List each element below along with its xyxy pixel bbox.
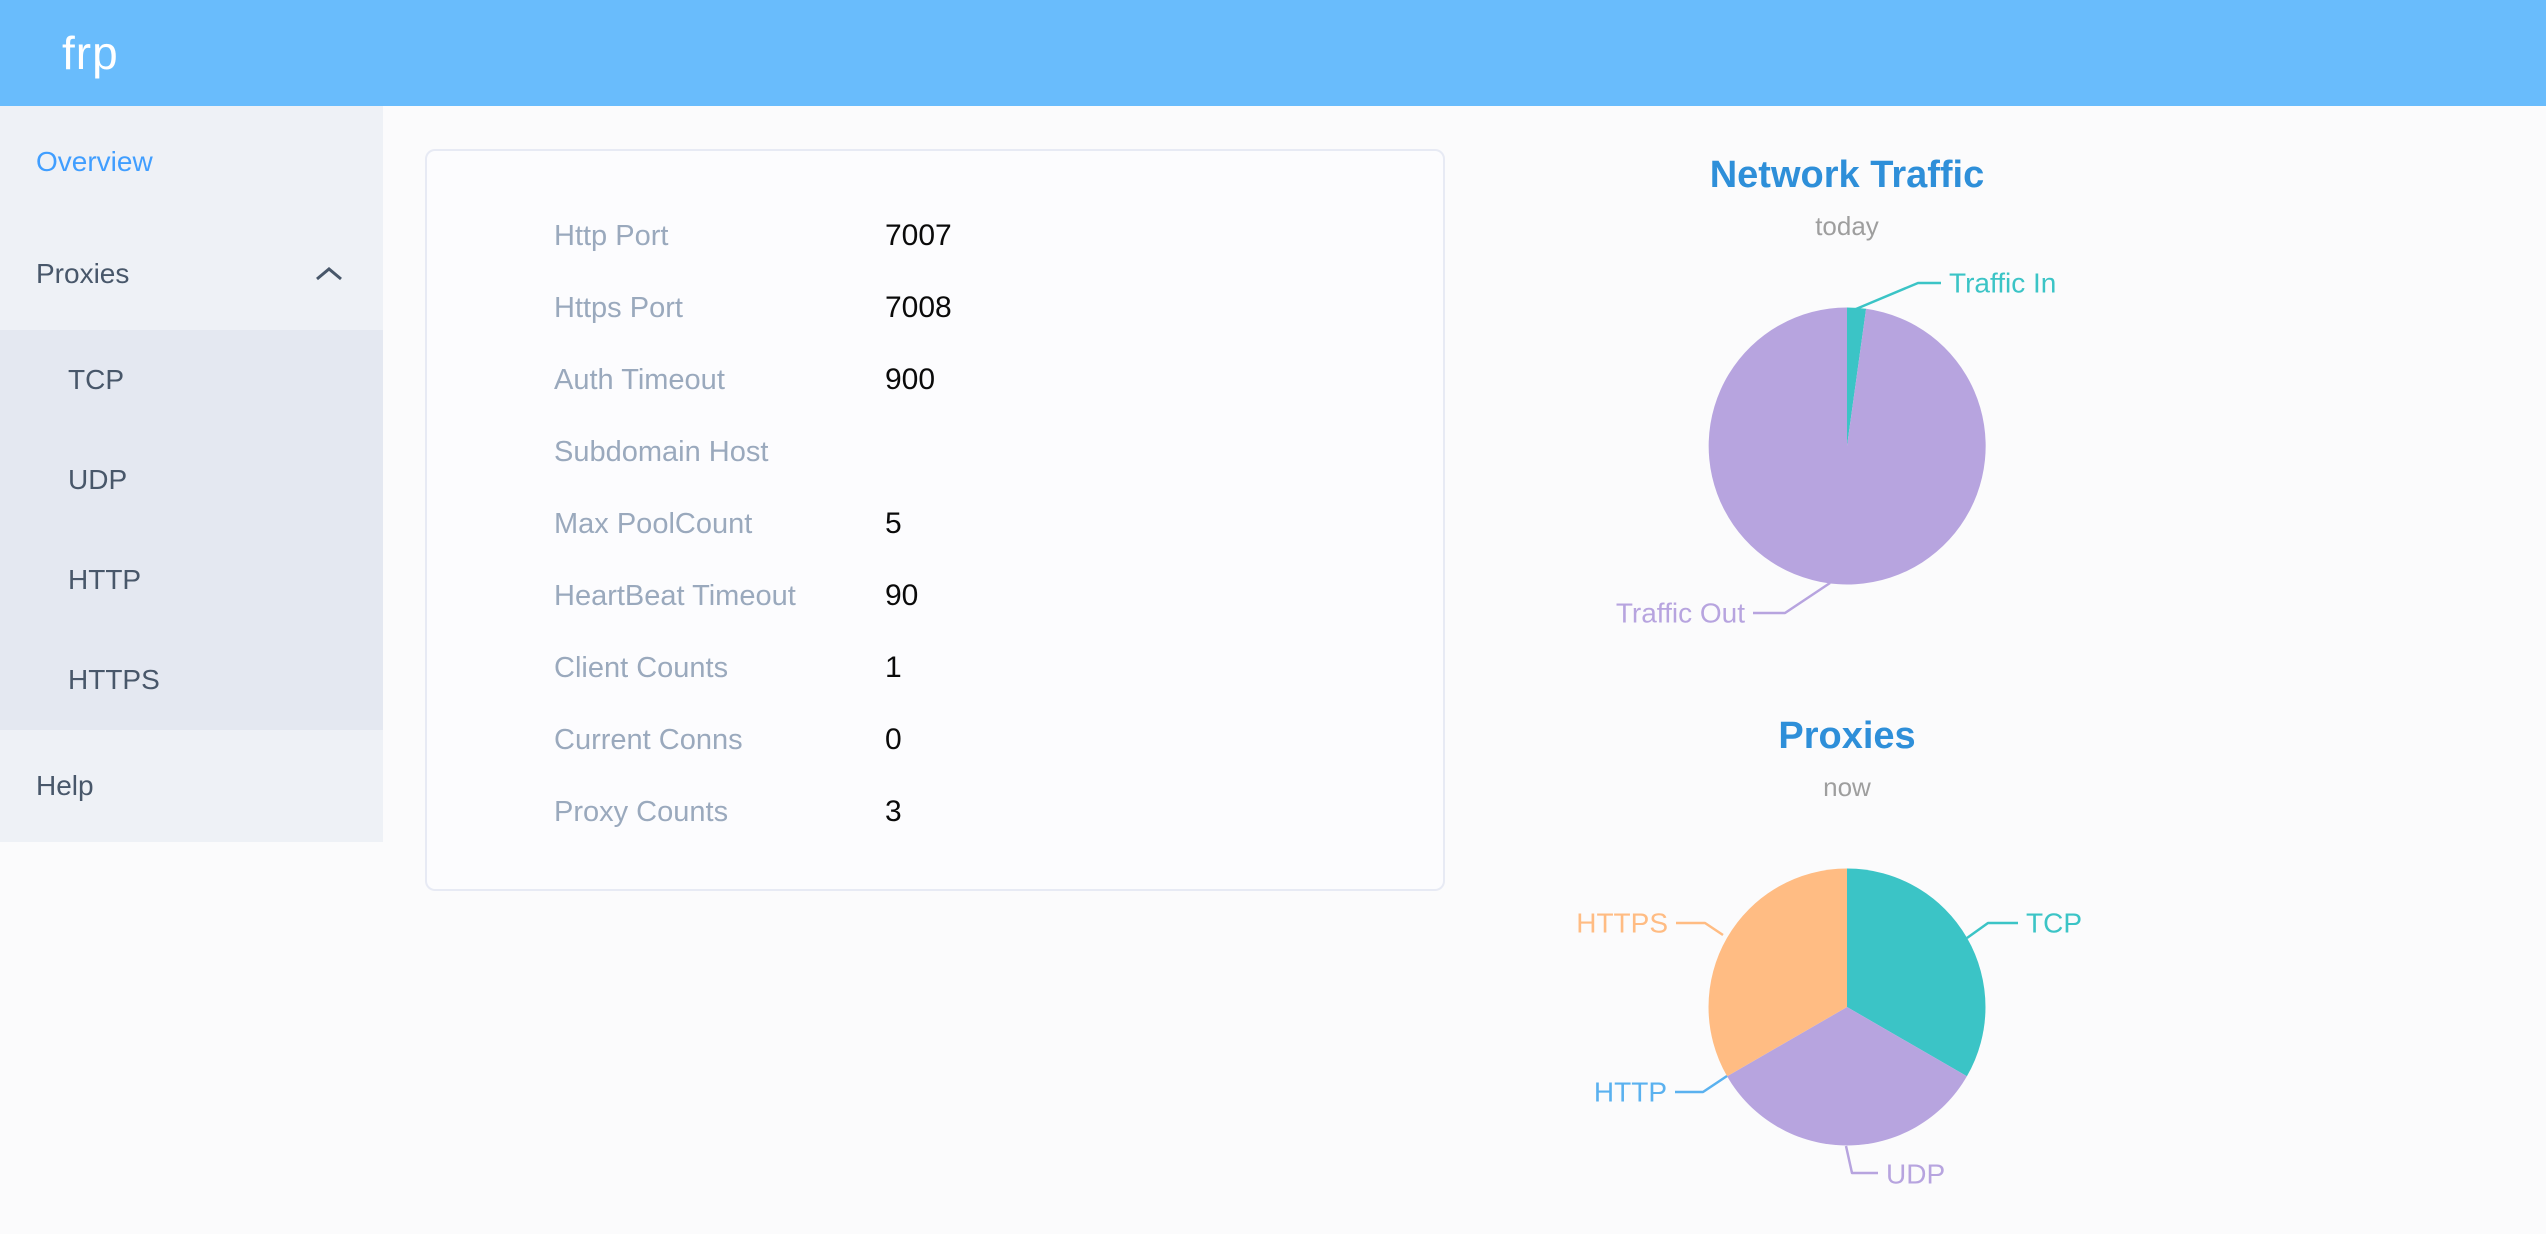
- proxies-chart: Proxies now TCP UDP HTTP HTTPS: [1576, 715, 2082, 1190]
- label-line-tcp: [1966, 921, 2018, 940]
- slice-label-https: HTTPS: [1576, 908, 1668, 939]
- pie-slice-traffic-in[interactable]: [1847, 307, 1867, 446]
- info-label: Proxy Counts: [554, 795, 729, 828]
- info-row-current-conns: Current Conns 0: [554, 704, 1443, 776]
- info-label: Https Port: [554, 291, 683, 324]
- pie-slice-tcp[interactable]: [1847, 868, 1986, 1077]
- sidebar-item-label: Overview: [36, 146, 153, 177]
- info-value: 1: [885, 651, 902, 684]
- sidebar-item-help[interactable]: Help: [0, 730, 383, 842]
- brand-logo: frp: [62, 27, 119, 79]
- slice-label-traffic-out: Traffic Out: [1616, 598, 1745, 629]
- sidebar: Overview Proxies TCP UDP HTTP HTTPS Help: [0, 106, 383, 842]
- info-label: Auth Timeout: [554, 363, 725, 396]
- slice-label-udp: UDP: [1886, 1159, 1945, 1190]
- info-label: Subdomain Host: [554, 435, 769, 468]
- sidebar-item-http[interactable]: HTTP: [68, 564, 142, 595]
- info-value: 7007: [885, 219, 952, 252]
- info-label: Http Port: [554, 219, 669, 252]
- label-line-traffic-in: [1855, 281, 1941, 311]
- info-row-proxy-counts: Proxy Counts 3: [554, 776, 1443, 848]
- sidebar-item-proxies[interactable]: Proxies: [0, 218, 383, 330]
- label-line-http: [1675, 1074, 1728, 1094]
- server-info-panel: Http Port 7007 Https Port 7008 Auth Time…: [425, 149, 1445, 891]
- pie-slice-udp[interactable]: [1727, 1007, 1967, 1146]
- info-label: Client Counts: [554, 651, 729, 684]
- sidebar-item-tcp[interactable]: TCP: [68, 364, 124, 395]
- pie-sectors: [1708, 307, 1986, 585]
- chart-subtitle: today: [1815, 211, 1879, 241]
- info-row-subdomain-host: Subdomain Host: [554, 416, 1443, 488]
- info-row-auth-timeout: Auth Timeout 900: [554, 344, 1443, 416]
- slice-label-tcp: TCP: [2026, 908, 2082, 939]
- network-traffic-chart: Network Traffic today Traffic In Traffic…: [1616, 154, 2057, 629]
- info-value: 0: [885, 723, 902, 756]
- label-line-udp: [1844, 1145, 1878, 1175]
- info-row-heartbeat-timeout: HeartBeat Timeout 90: [554, 560, 1443, 632]
- info-row-http-port: Http Port 7007: [554, 200, 1443, 272]
- info-value: 7008: [885, 291, 952, 324]
- sidebar-item-https[interactable]: HTTPS: [68, 664, 160, 695]
- info-value: 900: [885, 363, 936, 396]
- label-line-https: [1676, 921, 1724, 937]
- chart-subtitle: now: [1823, 772, 1871, 802]
- app-header: frp: [0, 0, 2546, 106]
- chart-title: Proxies: [1778, 715, 1915, 757]
- info-value: 3: [885, 795, 902, 828]
- info-value: 90: [885, 579, 919, 612]
- sidebar-item-label: Help: [36, 770, 94, 801]
- info-row-https-port: Https Port 7008: [554, 272, 1443, 344]
- slice-label-http: HTTP: [1594, 1077, 1667, 1108]
- pie-slice-https[interactable]: [1708, 868, 1847, 1077]
- info-label: Max PoolCount: [554, 507, 753, 540]
- sidebar-item-overview[interactable]: Overview: [0, 106, 383, 218]
- pie-sectors: [1708, 868, 1986, 1146]
- chevron-up-icon: [315, 266, 343, 282]
- info-label: HeartBeat Timeout: [554, 579, 796, 612]
- slice-label-traffic-in: Traffic In: [1949, 268, 2056, 299]
- label-line-traffic-out: [1753, 581, 1831, 615]
- sidebar-submenu: TCP UDP HTTP HTTPS: [0, 330, 383, 730]
- info-row-max-poolcount: Max PoolCount 5: [554, 488, 1443, 560]
- sidebar-item-udp[interactable]: UDP: [68, 464, 128, 495]
- info-value: 5: [885, 507, 902, 540]
- info-label: Current Conns: [554, 723, 743, 756]
- info-row-client-counts: Client Counts 1: [554, 632, 1443, 704]
- pie-slice-traffic-out[interactable]: [1708, 307, 1986, 585]
- chart-title: Network Traffic: [1710, 154, 1985, 196]
- sidebar-item-label: Proxies: [36, 258, 130, 289]
